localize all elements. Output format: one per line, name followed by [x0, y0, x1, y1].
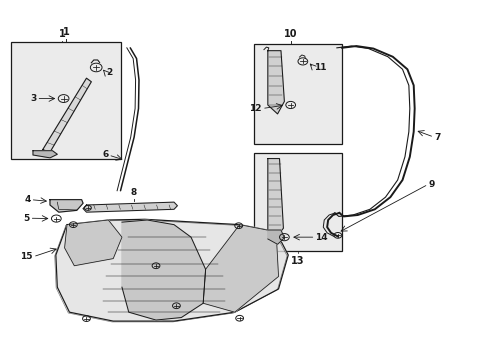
Text: 4: 4 — [24, 195, 30, 204]
Text: 8: 8 — [130, 188, 137, 197]
Text: 15: 15 — [20, 252, 33, 261]
Text: 3: 3 — [30, 94, 36, 103]
Polygon shape — [64, 220, 122, 266]
Bar — [254, 153, 341, 251]
Text: 13: 13 — [291, 256, 304, 266]
Polygon shape — [83, 202, 177, 212]
Polygon shape — [33, 151, 57, 158]
Text: 1: 1 — [59, 29, 65, 39]
Text: 12: 12 — [249, 104, 262, 113]
Text: 11: 11 — [313, 63, 325, 72]
Text: 2: 2 — [106, 68, 112, 77]
Text: 7: 7 — [433, 132, 440, 141]
Bar — [254, 44, 341, 144]
Text: 5: 5 — [23, 214, 30, 223]
Bar — [11, 42, 120, 158]
Text: 6: 6 — [102, 150, 108, 159]
Polygon shape — [203, 225, 278, 312]
Polygon shape — [50, 200, 83, 212]
Polygon shape — [267, 158, 283, 239]
Polygon shape — [56, 219, 287, 321]
Text: 14: 14 — [315, 233, 327, 242]
Text: 10: 10 — [284, 29, 297, 39]
Text: 1: 1 — [62, 27, 69, 37]
Text: 9: 9 — [427, 180, 434, 189]
Polygon shape — [267, 230, 284, 244]
Polygon shape — [42, 78, 91, 152]
Polygon shape — [267, 51, 284, 114]
Polygon shape — [122, 220, 205, 320]
